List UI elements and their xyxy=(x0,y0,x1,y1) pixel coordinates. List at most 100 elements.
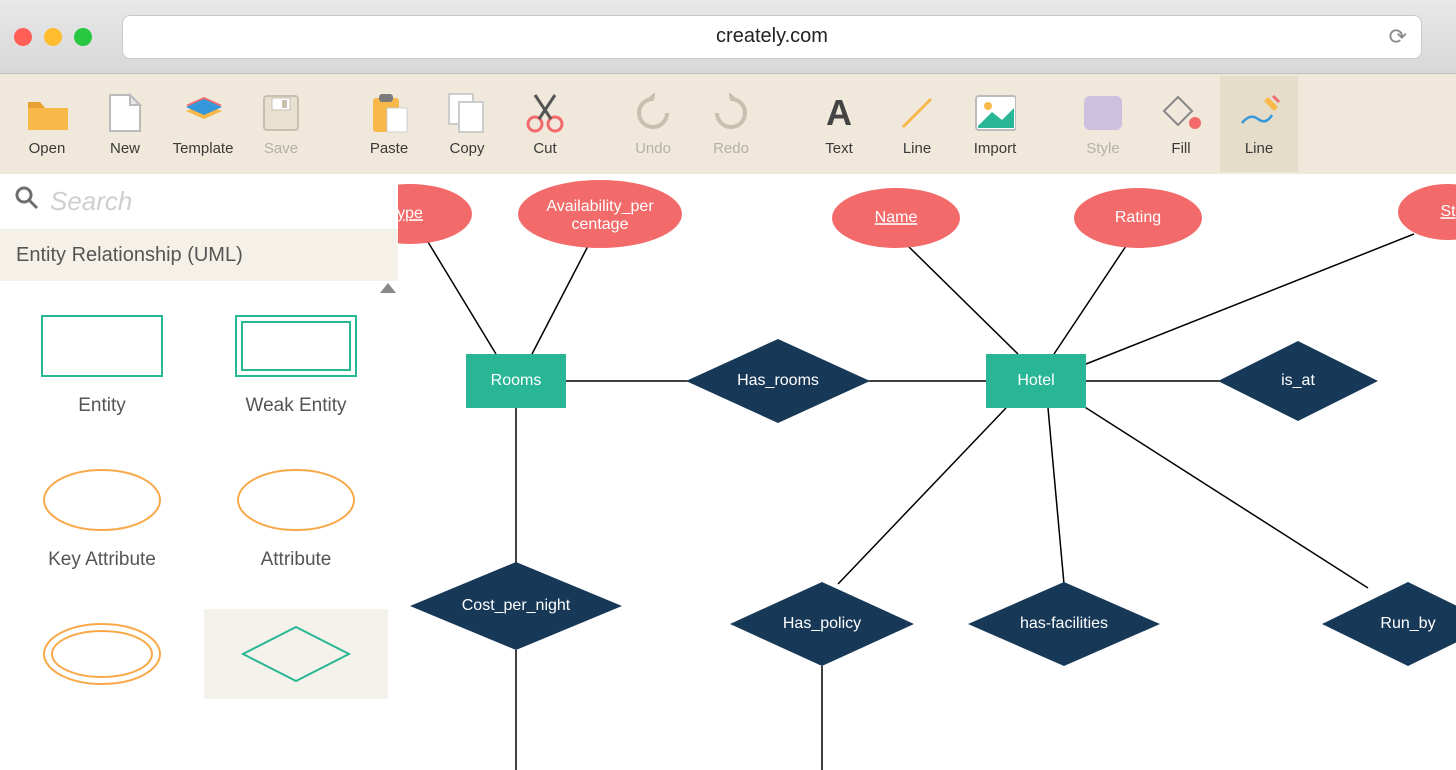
edge[interactable] xyxy=(1080,404,1368,588)
pencil-icon xyxy=(1238,92,1280,134)
node-name[interactable]: Name xyxy=(832,188,960,248)
cut-icon xyxy=(524,92,566,134)
shape-weak-entity[interactable]: Weak Entity xyxy=(204,301,388,427)
edge[interactable] xyxy=(532,246,588,354)
svg-text:Availability_per: Availability_per xyxy=(546,198,654,215)
import-icon xyxy=(974,92,1016,134)
fill-button[interactable]: Fill xyxy=(1142,76,1220,172)
style-icon xyxy=(1082,92,1124,134)
svg-text:A: A xyxy=(826,93,852,133)
text-button[interactable]: A Text xyxy=(800,76,878,172)
node-avail[interactable]: Availability_percentage xyxy=(518,180,682,248)
node-run_by[interactable]: Run_by xyxy=(1322,582,1456,666)
redo-icon xyxy=(710,92,752,134)
import-button[interactable]: Import xyxy=(956,76,1034,172)
node-has_policy[interactable]: Has_policy xyxy=(730,582,914,666)
tool-label: Copy xyxy=(449,140,484,157)
new-button[interactable]: New xyxy=(86,76,164,172)
style-button[interactable]: Style xyxy=(1064,76,1142,172)
save-button[interactable]: Save xyxy=(242,76,320,172)
text-icon: A xyxy=(818,92,860,134)
node-type[interactable]: ype xyxy=(398,184,472,244)
tool-label: Import xyxy=(974,140,1017,157)
window-controls xyxy=(14,28,92,46)
tool-label: Undo xyxy=(635,140,671,157)
line-icon xyxy=(896,92,938,134)
redo-button[interactable]: Redo xyxy=(692,76,770,172)
line-tool-button[interactable]: Line xyxy=(878,76,956,172)
paste-button[interactable]: Paste xyxy=(350,76,428,172)
edge[interactable] xyxy=(1048,408,1064,584)
shape-entity[interactable]: Entity xyxy=(10,301,194,427)
cut-button[interactable]: Cut xyxy=(506,76,584,172)
node-rating[interactable]: Rating xyxy=(1074,188,1202,248)
node-st[interactable]: St xyxy=(1398,184,1456,240)
svg-text:Cost_per_night: Cost_per_night xyxy=(462,597,571,614)
shape-label: Weak Entity xyxy=(245,395,346,417)
shape-label: Entity xyxy=(78,395,126,417)
svg-text:centage: centage xyxy=(572,216,629,233)
node-rooms[interactable]: Rooms xyxy=(466,354,566,408)
tool-label: Save xyxy=(264,140,298,157)
shape-key-attribute[interactable]: Key Attribute xyxy=(10,455,194,581)
node-hotel[interactable]: Hotel xyxy=(986,354,1086,408)
svg-text:Rooms: Rooms xyxy=(491,372,542,389)
er-diagram[interactable]: ype Availability_percentage Name Rating St Ro… xyxy=(398,174,1456,770)
svg-text:Hotel: Hotel xyxy=(1017,372,1054,389)
shape-extra-2[interactable] xyxy=(204,609,388,699)
tool-label: Cut xyxy=(533,140,556,157)
shape-grid: Entity Weak Entity Key Attribute Attribu… xyxy=(0,281,398,770)
edge[interactable] xyxy=(1054,246,1126,354)
panel-title: Entity Relationship (UML) xyxy=(0,230,398,281)
tool-label: New xyxy=(110,140,140,157)
url-text: creately.com xyxy=(716,25,828,48)
svg-text:Run_by: Run_by xyxy=(1380,615,1435,632)
svg-text:Has_rooms: Has_rooms xyxy=(737,372,819,389)
node-has_facilities[interactable]: has-facilities xyxy=(968,582,1160,666)
tool-label: Line xyxy=(1245,140,1273,157)
tool-label: Fill xyxy=(1171,140,1190,157)
scroll-up-icon[interactable] xyxy=(380,283,396,293)
undo-icon xyxy=(632,92,674,134)
svg-text:Rating: Rating xyxy=(1115,209,1161,226)
workspace: Entity Relationship (UML) Entity Weak En… xyxy=(0,174,1456,770)
fill-icon xyxy=(1160,92,1202,134)
node-is_at[interactable]: is_at xyxy=(1218,341,1378,421)
node-cost[interactable]: Cost_per_night xyxy=(410,562,622,650)
open-button[interactable]: Open xyxy=(8,76,86,172)
line-style-button[interactable]: Line xyxy=(1220,76,1298,172)
tool-label: Template xyxy=(173,140,234,157)
save-icon xyxy=(260,92,302,134)
svg-text:is_at: is_at xyxy=(1281,372,1315,389)
svg-text:Name: Name xyxy=(875,209,918,226)
shape-label: Key Attribute xyxy=(48,549,156,571)
edge[interactable] xyxy=(428,242,496,354)
close-window-icon[interactable] xyxy=(14,28,32,46)
svg-text:St: St xyxy=(1440,203,1456,220)
shape-attribute[interactable]: Attribute xyxy=(204,455,388,581)
undo-button[interactable]: Undo xyxy=(614,76,692,172)
maximize-window-icon[interactable] xyxy=(74,28,92,46)
new-file-icon xyxy=(104,92,146,134)
tool-label: Text xyxy=(825,140,853,157)
edge[interactable] xyxy=(1086,234,1414,364)
shape-extra-1[interactable] xyxy=(10,609,194,699)
shape-label: Attribute xyxy=(261,549,332,571)
canvas[interactable]: ype Availability_percentage Name Rating St Ro… xyxy=(398,174,1456,770)
search-row xyxy=(0,174,398,230)
address-bar[interactable]: creately.com ⟳ xyxy=(122,15,1422,59)
toolbar: Open New Template Save Paste Copy xyxy=(0,74,1456,174)
node-has_rooms[interactable]: Has_rooms xyxy=(686,339,870,423)
svg-text:ype: ype xyxy=(398,205,423,222)
browser-chrome: creately.com ⟳ xyxy=(0,0,1456,74)
minimize-window-icon[interactable] xyxy=(44,28,62,46)
svg-text:Has_policy: Has_policy xyxy=(783,615,861,632)
copy-button[interactable]: Copy xyxy=(428,76,506,172)
tool-label: Line xyxy=(903,140,931,157)
edge[interactable] xyxy=(908,246,1018,354)
template-icon xyxy=(182,92,224,134)
reload-icon[interactable]: ⟳ xyxy=(1389,24,1407,50)
edge[interactable] xyxy=(838,408,1006,584)
search-input[interactable] xyxy=(50,186,385,217)
template-button[interactable]: Template xyxy=(164,76,242,172)
